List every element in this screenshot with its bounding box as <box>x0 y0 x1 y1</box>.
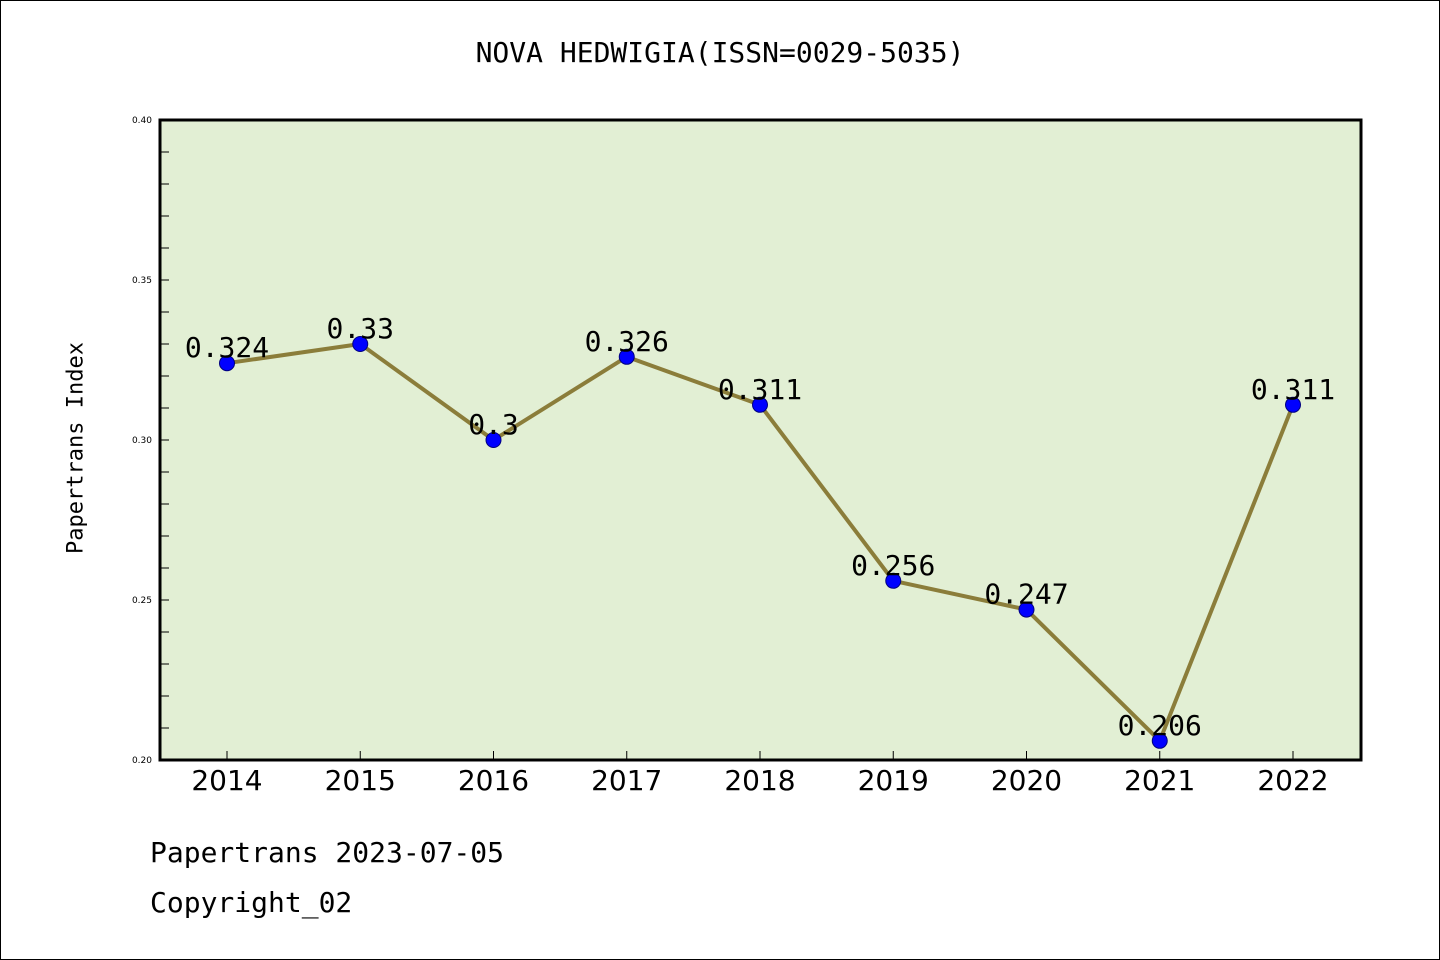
data-label: 0.206 <box>1118 709 1202 742</box>
data-markers <box>219 336 1301 749</box>
x-tick-label: 2018 <box>724 764 795 797</box>
y-tick-label: 0.40 <box>132 116 152 126</box>
x-tick-label: 2020 <box>991 764 1062 797</box>
data-label: 0.3 <box>468 408 519 441</box>
data-label: 0.326 <box>585 325 669 358</box>
chart-title: NOVA HEDWIGIA(ISSN=0029-5035) <box>475 36 965 69</box>
x-tick-label: 2015 <box>325 764 396 797</box>
data-label: 0.311 <box>718 373 802 406</box>
data-labels: 0.324 0.33 0.3 0.326 0.311 0.256 0.247 0.206 0.3… <box>185 312 1335 742</box>
data-point <box>1018 601 1035 618</box>
data-label: 0.247 <box>984 578 1068 611</box>
y-tick-label: 0.30 <box>132 436 152 446</box>
y-tick-label: 0.20 <box>132 756 152 766</box>
y-tick-label: 0.35 <box>132 276 152 286</box>
data-point <box>1151 732 1168 749</box>
x-axis-ticks: 2014 2015 2016 2017 2018 2019 2020 2021 2022 <box>191 751 1329 797</box>
data-point <box>885 572 902 589</box>
data-label: 0.324 <box>185 331 269 364</box>
x-tick-label: 2017 <box>591 764 662 797</box>
x-tick-label: 2014 <box>191 764 262 797</box>
data-point <box>485 432 502 448</box>
data-point <box>618 348 635 365</box>
x-tick-label: 2016 <box>458 764 529 797</box>
data-point <box>752 396 768 413</box>
data-point <box>1285 396 1301 413</box>
data-label: 0.256 <box>851 549 935 582</box>
plot-border <box>158 118 1363 762</box>
x-tick-label: 2022 <box>1257 764 1328 797</box>
x-tick-label: 2021 <box>1124 764 1195 797</box>
data-point <box>219 355 235 372</box>
data-label: 0.311 <box>1251 373 1335 406</box>
y-tick-label: 0.25 <box>132 596 152 606</box>
data-label: 0.33 <box>327 312 394 345</box>
plot-area <box>160 120 1361 760</box>
footer-copyright: Copyright_02 <box>150 886 353 919</box>
x-tick-label: 2019 <box>858 764 929 797</box>
data-point <box>352 336 369 352</box>
y-axis-ticks: 0.20 0.25 0.30 0.35 0.40 <box>132 116 169 766</box>
footer-date: Papertrans 2023-07-05 <box>150 836 505 869</box>
